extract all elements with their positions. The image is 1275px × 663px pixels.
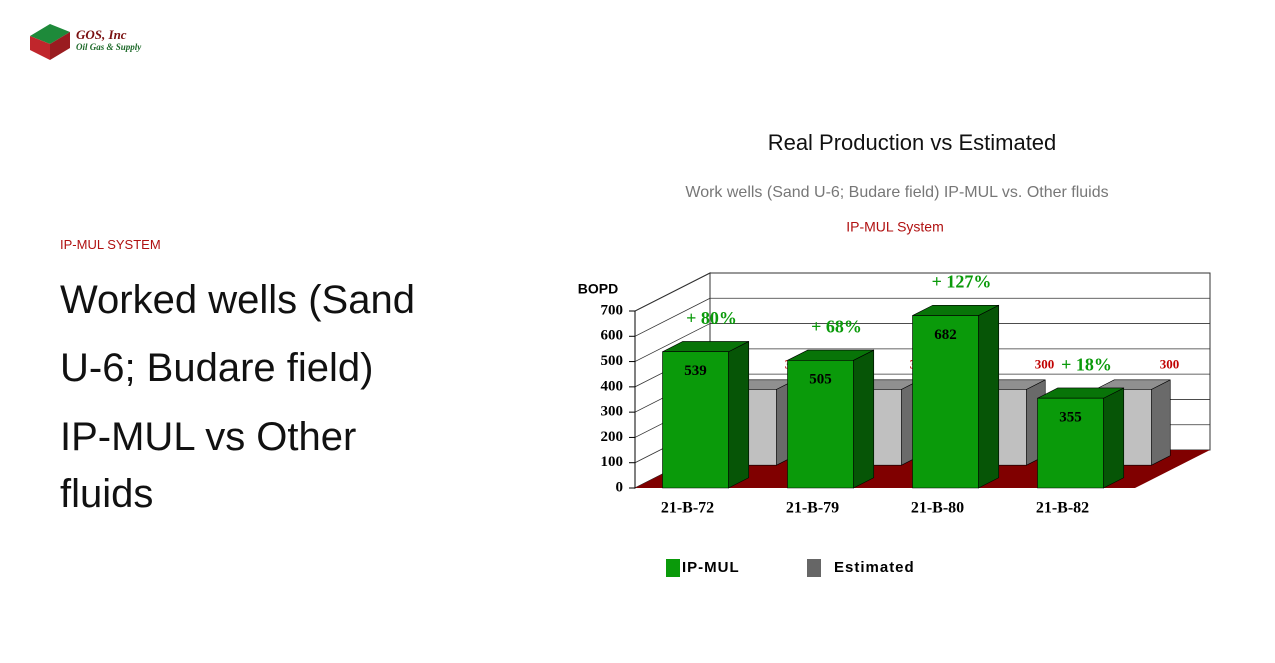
- y-tick-label: 200: [601, 429, 624, 445]
- bar-side: [1103, 387, 1125, 489]
- bar: [1037, 387, 1125, 489]
- bar: [787, 349, 875, 489]
- bar-front: [1037, 397, 1104, 489]
- annotation: + 18%: [1061, 354, 1112, 374]
- y-tick-label: 300: [601, 404, 624, 420]
- legend-swatch: [807, 559, 821, 577]
- value-label: 300: [1035, 356, 1055, 371]
- bar-front: [662, 351, 729, 489]
- y-tick-label: 700: [601, 302, 624, 318]
- grid-line: [634, 297, 711, 337]
- y-axis-label: BOPD: [578, 281, 618, 297]
- heading: Worked wells (Sand U-6; Budare field): [60, 278, 415, 390]
- annotation: + 68%: [811, 316, 862, 336]
- annotation: + 127%: [932, 272, 992, 292]
- logo-tagline: Oil Gas & Supply: [76, 42, 142, 52]
- x-tick-label: 21-B-80: [911, 500, 964, 517]
- y-tick-label: 500: [601, 353, 624, 369]
- bar: [662, 340, 750, 489]
- x-tick-label: 21-B-82: [1036, 500, 1089, 517]
- grid-line: [634, 272, 711, 312]
- grid-line: [634, 323, 711, 362]
- bar-side: [853, 349, 875, 489]
- legend-swatch: [666, 559, 680, 577]
- x-tick-label: 21-B-79: [786, 500, 839, 517]
- chart-subtitle: Work wells (Sand U-6; Budare field) IP-M…: [685, 184, 1108, 201]
- logo-name: GOS, Inc: [76, 27, 127, 42]
- y-tick-label: 0: [616, 479, 624, 495]
- value-label: 505: [809, 372, 832, 388]
- chart-title: Real Production vs Estimated: [768, 130, 1057, 155]
- logo-icon: [30, 24, 70, 60]
- value-label: 300: [1160, 356, 1180, 371]
- bar-side: [978, 304, 1000, 489]
- y-tick-label: 100: [601, 454, 624, 470]
- section-label: IP-MUL SYSTEM: [60, 237, 161, 252]
- legend-label: Estimated: [834, 559, 915, 576]
- value-label: 539: [684, 363, 707, 379]
- y-tick-label: 600: [601, 328, 624, 344]
- bar-side: [728, 340, 750, 489]
- x-tick-label: 21-B-72: [661, 500, 714, 517]
- chart-caption: IP-MUL System: [846, 219, 944, 235]
- bar-side: [1151, 379, 1171, 466]
- value-label: 682: [934, 327, 957, 343]
- bar-front: [787, 360, 854, 489]
- value-label: 355: [1059, 410, 1082, 426]
- legend-label: IP-MUL: [682, 559, 740, 576]
- heading: IP-MUL vs Other fluids: [60, 415, 357, 516]
- bar: [912, 304, 1000, 489]
- annotation: + 80%: [686, 308, 737, 328]
- y-tick-label: 400: [601, 378, 624, 394]
- bar-front: [912, 315, 979, 489]
